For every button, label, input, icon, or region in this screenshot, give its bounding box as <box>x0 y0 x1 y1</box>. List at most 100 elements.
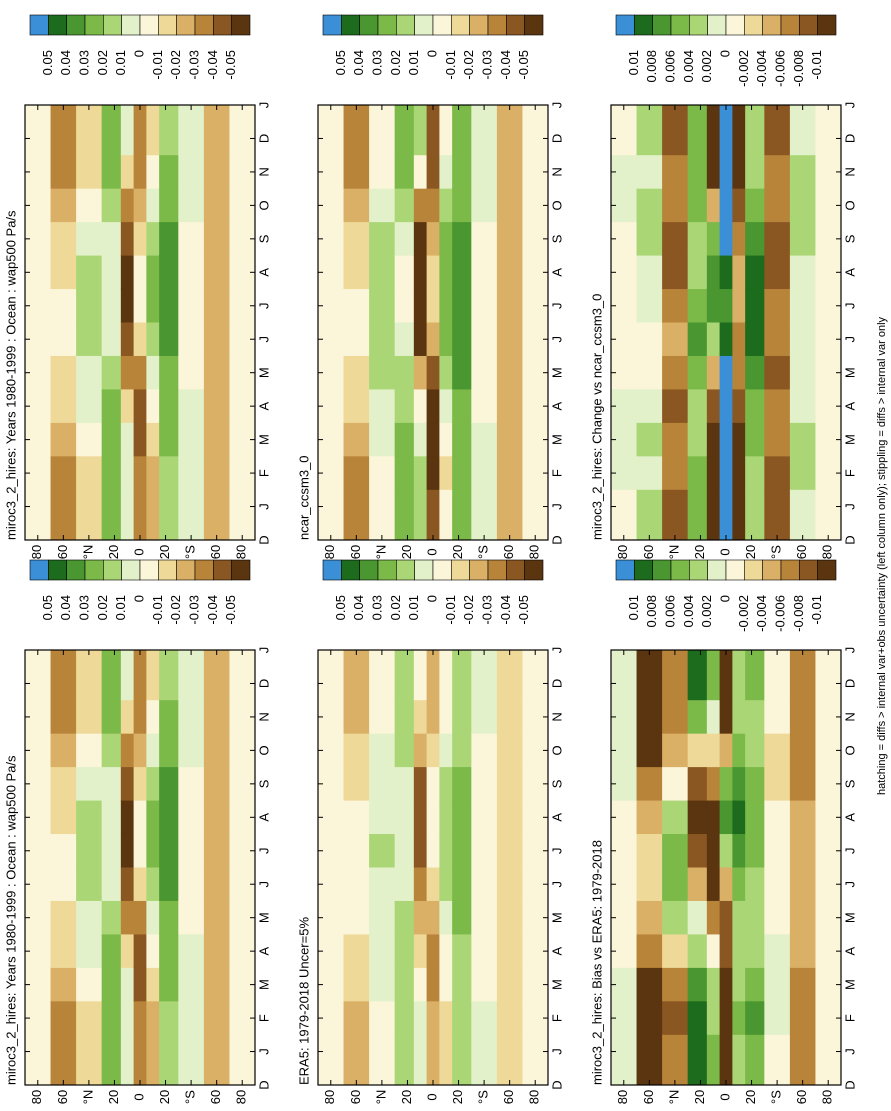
x-tick-label: N <box>842 712 857 721</box>
heatmap-cell <box>318 900 345 935</box>
colorbar-box <box>231 559 251 581</box>
heatmap-cell <box>764 866 791 901</box>
heatmap-cell <box>764 1034 791 1085</box>
heatmap-cell <box>439 900 453 935</box>
y-tick-label: 80 <box>234 1090 249 1104</box>
heatmap-cell <box>452 900 472 935</box>
heatmap-cell <box>369 104 396 156</box>
colorbar-label: -0.05 <box>516 50 531 80</box>
heatmap-cell <box>636 422 663 457</box>
heatmap-cell <box>732 355 746 390</box>
heatmap-cell <box>636 388 663 423</box>
colorbar-label: 0.04 <box>58 50 73 75</box>
heatmap-cell <box>318 288 345 323</box>
heatmap-cell <box>133 733 147 768</box>
colorbar-label: -0.004 <box>754 50 769 87</box>
heatmap-cell <box>706 288 721 323</box>
x-tick-label: M <box>256 434 271 445</box>
heatmap-cell <box>159 221 179 256</box>
colorbar-box <box>469 559 489 581</box>
heatmap-cell <box>764 766 791 801</box>
heatmap-cell <box>394 489 415 540</box>
heatmap-cell <box>452 1000 472 1035</box>
heatmap-cell <box>471 1000 498 1035</box>
heatmap-cell <box>522 455 549 490</box>
heatmap-cell <box>687 967 708 1002</box>
heatmap-cell <box>815 699 842 734</box>
heatmap-cell <box>789 388 816 423</box>
y-tick-label: 60 <box>348 1090 363 1104</box>
heatmap-cell <box>146 866 160 901</box>
y-tick-label: 80 <box>527 545 542 559</box>
x-tick-label: M <box>256 979 271 990</box>
x-tick-label: J <box>549 881 564 888</box>
heatmap-cell <box>496 1000 523 1035</box>
x-tick-label: A <box>256 401 271 410</box>
heatmap-cell <box>76 766 103 801</box>
heatmap-cell <box>343 221 370 256</box>
heatmap-cell <box>706 221 721 256</box>
x-tick-label: D <box>256 679 271 688</box>
heatmap-cell <box>203 1034 230 1085</box>
heatmap-cell <box>76 967 103 1002</box>
x-tick-label: J <box>842 336 857 343</box>
heatmap-cell <box>120 649 135 701</box>
x-tick-label: A <box>549 401 564 410</box>
x-tick-label: J <box>256 848 271 855</box>
heatmap-cell <box>146 255 160 290</box>
colorbar-box <box>799 559 818 581</box>
heatmap-cell <box>318 800 345 835</box>
heatmap-cell <box>764 322 791 356</box>
y-tick-label: °S <box>476 545 491 559</box>
heatmap-cell <box>133 1034 147 1085</box>
x-tick-label: D <box>842 535 857 544</box>
heatmap-cell <box>706 322 721 356</box>
heatmap-cell <box>133 489 147 540</box>
heatmap-cell <box>471 388 498 423</box>
heatmap-cell <box>732 422 746 457</box>
x-tick-label: M <box>549 979 564 990</box>
x-tick-label: A <box>842 946 857 955</box>
heatmap-cell <box>50 288 77 323</box>
heatmap-cell <box>25 422 52 457</box>
heatmap-cell <box>133 422 147 457</box>
heatmap-cell <box>745 322 765 356</box>
heatmap-cell <box>636 489 663 540</box>
heatmap-cell <box>76 388 103 423</box>
heatmap-cell <box>76 154 103 189</box>
x-tick-label: F <box>256 1014 271 1022</box>
colorbar-label: 0.01 <box>626 50 641 75</box>
heatmap-cell <box>50 322 77 356</box>
heatmap-cell <box>452 800 472 835</box>
x-tick-label: D <box>256 535 271 544</box>
heatmap-cell <box>611 322 638 356</box>
heatmap-cell <box>203 733 230 768</box>
heatmap-cell <box>146 388 160 423</box>
heatmap-cell <box>471 455 498 490</box>
heatmap-cell <box>426 1034 440 1085</box>
y-tick-label: 80 <box>322 1090 337 1104</box>
x-tick-label: J <box>842 102 857 109</box>
heatmap-cell <box>178 900 205 935</box>
heatmap-cell <box>229 699 256 734</box>
heatmap-cell <box>636 322 663 356</box>
heatmap-cell <box>745 154 765 189</box>
heatmap-cell <box>611 255 638 290</box>
heatmap-cell <box>426 967 440 1002</box>
heatmap-cell <box>343 766 370 801</box>
colorbar-box <box>322 14 342 36</box>
x-tick-label: O <box>842 200 857 210</box>
heatmap-cell <box>452 1034 472 1085</box>
heatmap-cell <box>146 455 160 490</box>
heatmap-cell <box>120 800 135 835</box>
heatmap-cell <box>732 900 746 935</box>
heatmap-cell <box>815 833 842 868</box>
heatmap-cell <box>50 699 77 734</box>
heatmap-cell <box>394 866 415 901</box>
heatmap-cell <box>25 833 52 868</box>
heatmap-cell <box>815 455 842 490</box>
heatmap-cell <box>471 1034 498 1085</box>
heatmap-cell <box>439 933 453 968</box>
heatmap-cell <box>120 866 135 901</box>
heatmap-cell <box>439 455 453 490</box>
